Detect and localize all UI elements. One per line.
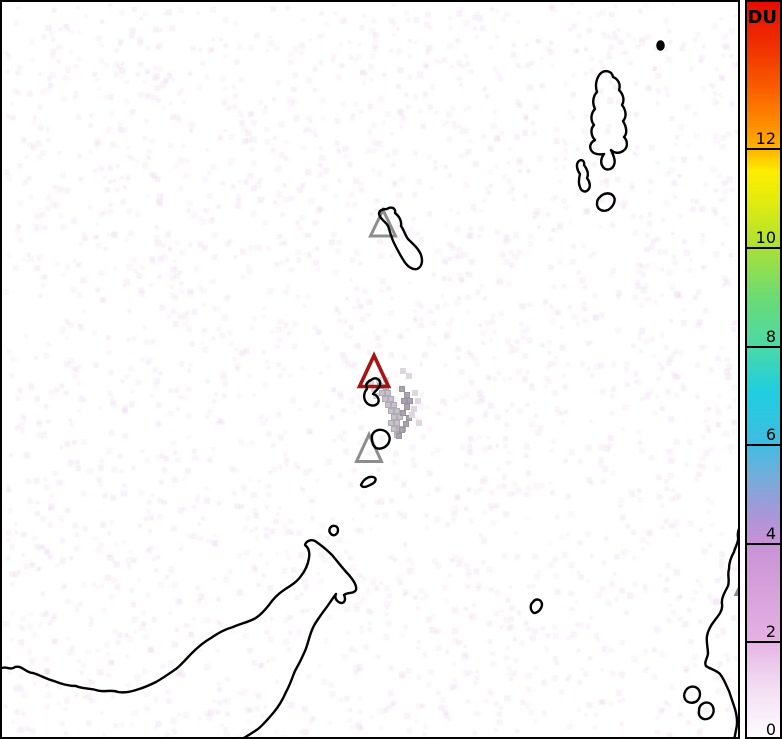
colorbar-tick-label: 12 [755, 129, 776, 148]
plume-cell [396, 433, 402, 439]
retrieval-noise-texture [2, 2, 738, 737]
erupting-volcano-marker [356, 351, 392, 389]
plume-cell [368, 379, 374, 385]
island-top-right-large [589, 69, 629, 171]
colorbar-tick-label: 2 [765, 622, 776, 641]
plume-cell [416, 420, 422, 426]
island-br-2 [697, 701, 715, 721]
island-ring-center [363, 377, 382, 407]
plume-cell [391, 426, 397, 432]
colorbar-tick-line [747, 247, 780, 249]
colorbar-tick-line [747, 346, 780, 348]
volcano-marker [368, 206, 398, 238]
plume-cell [407, 398, 413, 404]
plume-cell [404, 404, 410, 410]
colorbar-gradient [747, 2, 780, 737]
plume-cell [412, 390, 418, 396]
coastline-peninsula [2, 539, 358, 737]
colorbar-tick-label: 0 [765, 720, 776, 737]
colorbar-unit-label: DU [747, 7, 777, 28]
islet-teardrop [529, 598, 544, 615]
plume-cell [400, 368, 406, 374]
island-top-right-oval [595, 192, 616, 212]
colorbar-tick-line [747, 444, 780, 446]
plume-cell [385, 390, 391, 396]
plume-cell [371, 386, 377, 392]
plume-cell [388, 420, 394, 426]
plume-cell [388, 408, 394, 414]
colorbar-tick-label: 8 [765, 327, 776, 346]
plume-cell [385, 402, 391, 408]
plume-cell [394, 420, 400, 426]
plume-cell [394, 408, 400, 414]
islet-comma [359, 475, 377, 489]
colorbar-tick-line [747, 543, 780, 545]
plume-cell [391, 402, 397, 408]
plume-cell [415, 398, 421, 404]
colorbar-tick-label: 10 [755, 228, 776, 247]
colorbar-tick-line [747, 641, 780, 643]
plume-cell [399, 386, 405, 392]
plume-cell [404, 392, 410, 398]
plume-cell [388, 396, 394, 402]
island-top-center [377, 206, 424, 271]
plume-cell [379, 390, 385, 396]
plume-cell [409, 412, 415, 418]
plume-cell [403, 421, 409, 427]
coastline-bottom-right [704, 528, 738, 737]
colorbar: 12 10 8 6 4 2 0 DU [745, 0, 782, 739]
island-dot [656, 40, 665, 51]
colorbar-tick-label: 4 [765, 524, 776, 543]
island-blob-tip [328, 524, 340, 537]
plume-cell [400, 410, 406, 416]
map-panel [0, 0, 740, 739]
plume-cell [391, 414, 397, 420]
plume-cell [406, 373, 412, 379]
colorbar-tick-line [747, 148, 780, 150]
island-ring-mid [370, 428, 391, 450]
plume-cell [401, 398, 407, 404]
island-br-1 [683, 685, 702, 704]
colorbar-ticks: 12 10 8 6 4 2 0 [747, 2, 780, 737]
plume-cell [382, 396, 388, 402]
island-top-right-sliver [575, 158, 591, 193]
coastlines-svg [2, 40, 738, 737]
colorbar-tick-label: 6 [765, 425, 776, 444]
plume-cell [411, 406, 417, 412]
plume-cell [399, 427, 405, 433]
